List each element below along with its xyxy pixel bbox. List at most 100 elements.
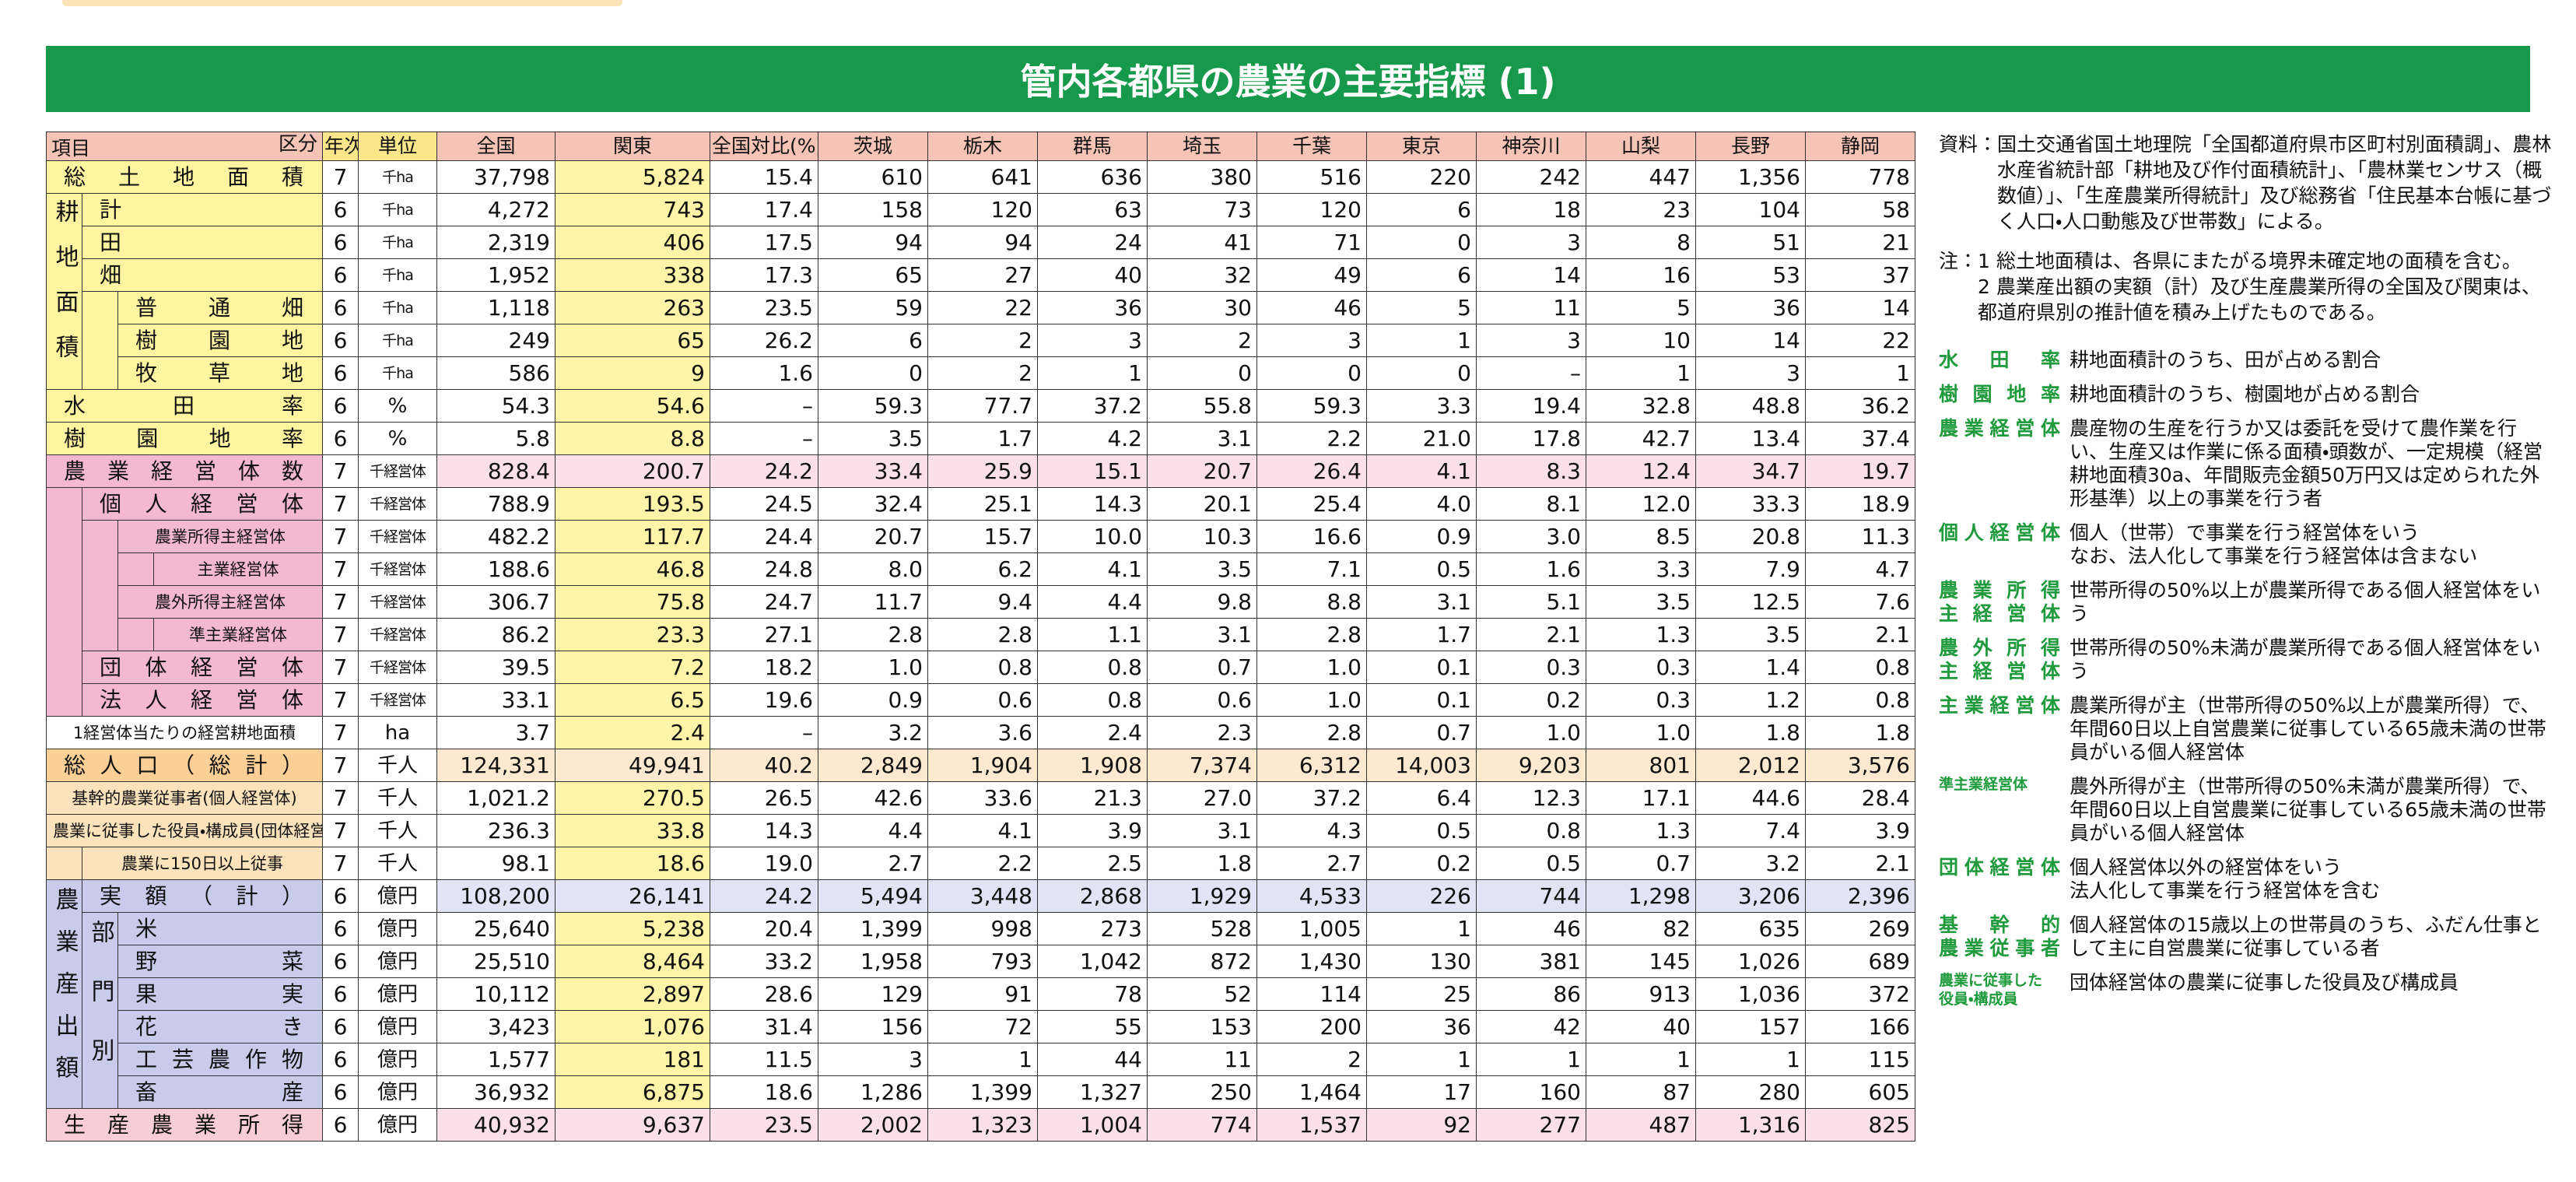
row-label: 総土地面積 xyxy=(46,160,323,194)
value: 0 xyxy=(818,356,928,390)
value: 6.2 xyxy=(927,552,1038,586)
value: 0.2 xyxy=(1476,683,1586,717)
table-row: 農外所得主経営体 7 千経営体 306.7 75.8 24.7 11.7 9.4 4.4 9.8 8… xyxy=(47,585,1915,619)
row-label: 樹園地率 xyxy=(46,422,323,455)
row-label: 主業経営体 xyxy=(153,552,323,586)
value: 0.7 xyxy=(1147,651,1257,684)
value: 13.4 xyxy=(1695,422,1806,455)
notes-items: 1 総土地面積は、各県にまたがる境界未確定地の面積を含む。 2 農業産出額の実額（… xyxy=(1978,248,2553,325)
value: 1.6 xyxy=(1476,552,1586,586)
value: 220 xyxy=(1366,160,1477,194)
value: 2.8 xyxy=(927,618,1038,651)
unit: ha xyxy=(358,716,437,749)
value: 2 xyxy=(1147,324,1257,357)
table-row: 樹園地率 6% 5.8 8.8–3.5 1.7 4.2 3.1 2.2 21.0 17.8 42.7… xyxy=(46,422,1915,455)
table-row: 農業に従事した役員・構成員(団体経営体) 7 千人 236.3 33.8 14.3 4.4 4… xyxy=(46,814,1915,847)
term-line: 主業経営体 xyxy=(1939,694,2060,717)
value: 5,824 xyxy=(555,160,710,194)
value: 37.2 xyxy=(1256,781,1367,815)
value: 115 xyxy=(1805,1043,1915,1076)
value: 1,356 xyxy=(1695,160,1806,194)
value: 32.4 xyxy=(818,487,928,521)
value: 6 xyxy=(818,324,928,357)
value: 1.0 xyxy=(1256,683,1367,717)
definition-term: 主業経営体 xyxy=(1939,694,2070,764)
value: – xyxy=(710,389,818,423)
term-line: 樹園地率 xyxy=(1939,383,2060,405)
row-label: 実額（計） xyxy=(82,879,323,913)
row-label: 総人口（総計） xyxy=(46,749,323,782)
corner-top: 区分 xyxy=(278,132,317,156)
value: 2.5 xyxy=(1037,847,1148,880)
value: 14 xyxy=(1805,291,1915,324)
definition-text: 個人（世帯）で事業を行う経営体をいう なお、法人化して事業を行う経営体は含まない xyxy=(2070,521,2553,568)
value: 11 xyxy=(1476,291,1586,324)
term-line: 水田率 xyxy=(1939,349,2060,371)
value: 1,952 xyxy=(436,258,556,292)
value: 52 xyxy=(1147,977,1257,1011)
value: 1,929 xyxy=(1147,879,1257,913)
table-row: 部門別米 6 億円 25,640 5,238 20.4 1,399 998 273 528 1,00… xyxy=(47,912,1915,1109)
row-label: 田 xyxy=(82,226,323,259)
value: 4.4 xyxy=(818,814,928,847)
value: 277 xyxy=(1476,1108,1586,1142)
value: 3,423 xyxy=(436,1010,556,1043)
value: 0 xyxy=(1256,356,1367,390)
value: 12.3 xyxy=(1476,781,1586,815)
row-label: 計 xyxy=(82,193,323,226)
value: 2.8 xyxy=(1256,618,1367,651)
value: 18.6 xyxy=(555,847,710,880)
value: 0.8 xyxy=(927,651,1038,684)
value: 20.4 xyxy=(710,912,818,945)
value: 124,331 xyxy=(436,749,556,782)
definitions: 水田率 耕地面積計のうち、田が占める割合 樹園地率 耕地面積計のうち、樹園地が占める割… xyxy=(1939,349,2553,1008)
value: 54.6 xyxy=(555,389,710,423)
value: 114 xyxy=(1256,977,1367,1011)
row-label: 農業経営体数 xyxy=(46,454,323,488)
value: 31.4 xyxy=(710,1010,818,1043)
table-row: 果実 6 億円 10,112 2,897 28.6 129 91 78 52 114 25 86 913 1… xyxy=(47,977,1915,1011)
value: 273 xyxy=(1037,912,1148,945)
value: 72 xyxy=(927,1010,1038,1043)
value: 3,576 xyxy=(1805,749,1915,782)
value: 17 xyxy=(1366,1075,1477,1109)
year: 7 xyxy=(322,520,359,553)
definition: 農外所得 主経営体 世帯所得の50%未満が農業所得である個人経営体をいう xyxy=(1939,637,2553,683)
value: 1.7 xyxy=(927,422,1038,455)
definition-term: 基幹的 農業従事者 xyxy=(1939,914,2070,960)
definition-term: 団体経営体 xyxy=(1939,856,2070,903)
value: 263 xyxy=(555,291,710,324)
value: 3 xyxy=(1037,324,1148,357)
text-line: 耕地面積計のうち、田が占める割合 xyxy=(2070,349,2381,371)
value: 200.7 xyxy=(555,454,710,488)
value: 20.1 xyxy=(1147,487,1257,521)
value: 40.2 xyxy=(710,749,818,782)
value: 25.9 xyxy=(927,454,1038,488)
value: 2,897 xyxy=(555,977,710,1011)
term-line: 基幹的 xyxy=(1939,914,2060,936)
value: 17.4 xyxy=(710,193,818,226)
value: 1,076 xyxy=(555,1010,710,1043)
year: 6 xyxy=(322,226,359,259)
value: 3.5 xyxy=(1695,618,1806,651)
value: 24 xyxy=(1037,226,1148,259)
value: 0.8 xyxy=(1037,651,1148,684)
source: 資料： 国土交通省国土地理院「全国都道府県市区町村別面積調」、農林水産省統計部「耕… xyxy=(1939,132,2553,234)
value: 3.1 xyxy=(1147,618,1257,651)
value: 280 xyxy=(1695,1075,1806,1109)
definition-text: 個人経営体の15歳以上の世帯員のうち、ふだん仕事として主に自営農業に従事している… xyxy=(2070,914,2553,960)
row-label: 生産農業所得 xyxy=(46,1108,323,1142)
value: 10.0 xyxy=(1037,520,1148,553)
table-row: 1経営体当たりの経営耕地面積 7 ha 3.7 2.4–3.2 3.6 2.4 2.3 2.8 0… xyxy=(46,716,1915,749)
value: 21.3 xyxy=(1037,781,1148,815)
table-row: 野菜 6 億円 25,510 8,464 33.2 1,958 793 1,042 872 1,43… xyxy=(47,945,1915,978)
value: 1,904 xyxy=(927,749,1038,782)
value: 188.6 xyxy=(436,552,556,586)
value: 0.8 xyxy=(1476,814,1586,847)
year: 7 xyxy=(322,618,359,651)
value: 166 xyxy=(1805,1010,1915,1043)
value: 11 xyxy=(1147,1043,1257,1076)
value: 33.8 xyxy=(555,814,710,847)
value: 4.2 xyxy=(1037,422,1148,455)
